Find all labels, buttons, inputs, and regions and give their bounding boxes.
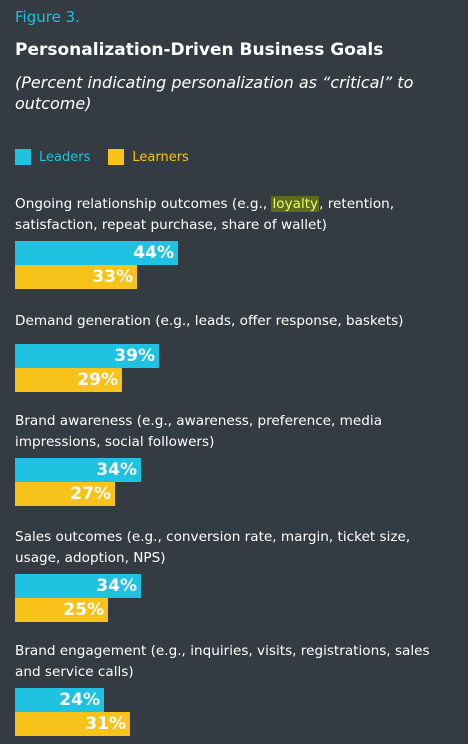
bar-value-leaders-2: 39% [114,346,155,366]
category-group-2: Demand generation (e.g., leads, offer re… [15,311,455,392]
bar-learners-5: 31% [15,712,130,736]
legend: Leaders Learners [15,148,207,166]
bar-value-leaders-3: 34% [96,460,137,480]
category-label-3: Brand awareness (e.g., awareness, prefer… [15,413,383,450]
bar-value-leaders-1: 44% [133,243,174,263]
bar-value-learners-4: 25% [63,600,104,620]
bar-value-learners-5: 31% [85,714,126,734]
bar-learners-4: 25% [15,598,108,622]
leaders-swatch [15,149,31,165]
category-label-5: Brand engagement (e.g., inquiries, visit… [15,643,430,680]
category-label-4: Sales outcomes (e.g., conversion rate, m… [15,529,411,566]
bar-learners-2: 29% [15,368,122,392]
bar-leaders-4: 34% [15,574,141,598]
category-label-1: Ongoing relationship outcomes (e.g., loy… [15,196,395,233]
category-group-3: Brand awareness (e.g., awareness, prefer… [15,411,455,506]
bar-leaders-2: 39% [15,344,159,368]
bar-learners-1: 33% [15,265,137,289]
legend-item-leaders: Leaders [15,149,90,165]
bar-leaders-1: 44% [15,241,178,265]
legend-item-learners: Learners [108,149,189,165]
bar-value-leaders-5: 24% [59,690,100,710]
bar-value-learners-1: 33% [92,267,133,287]
chart-subtitle: (Percent indicating personalization as “… [15,73,414,113]
bar-value-learners-3: 27% [70,484,111,504]
category-group-1: Ongoing relationship outcomes (e.g., loy… [15,194,455,289]
bar-leaders-5: 24% [15,688,104,712]
chart-title: Personalization-Driven Business Goals [15,40,384,60]
category-group-4: Sales outcomes (e.g., conversion rate, m… [15,527,455,622]
legend-label-learners: Learners [132,149,189,165]
learners-swatch [108,149,125,165]
figure-label: Figure 3. [15,8,80,26]
bar-leaders-3: 34% [15,458,141,482]
bar-value-leaders-4: 34% [96,576,137,596]
legend-label-leaders: Leaders [39,149,91,165]
category-label-2: Demand generation (e.g., leads, offer re… [15,313,404,329]
category-group-5: Brand engagement (e.g., inquiries, visit… [15,641,455,736]
highlighted-word: loyalty [271,196,320,212]
bar-learners-3: 27% [15,482,115,506]
bar-value-learners-2: 29% [77,370,118,390]
